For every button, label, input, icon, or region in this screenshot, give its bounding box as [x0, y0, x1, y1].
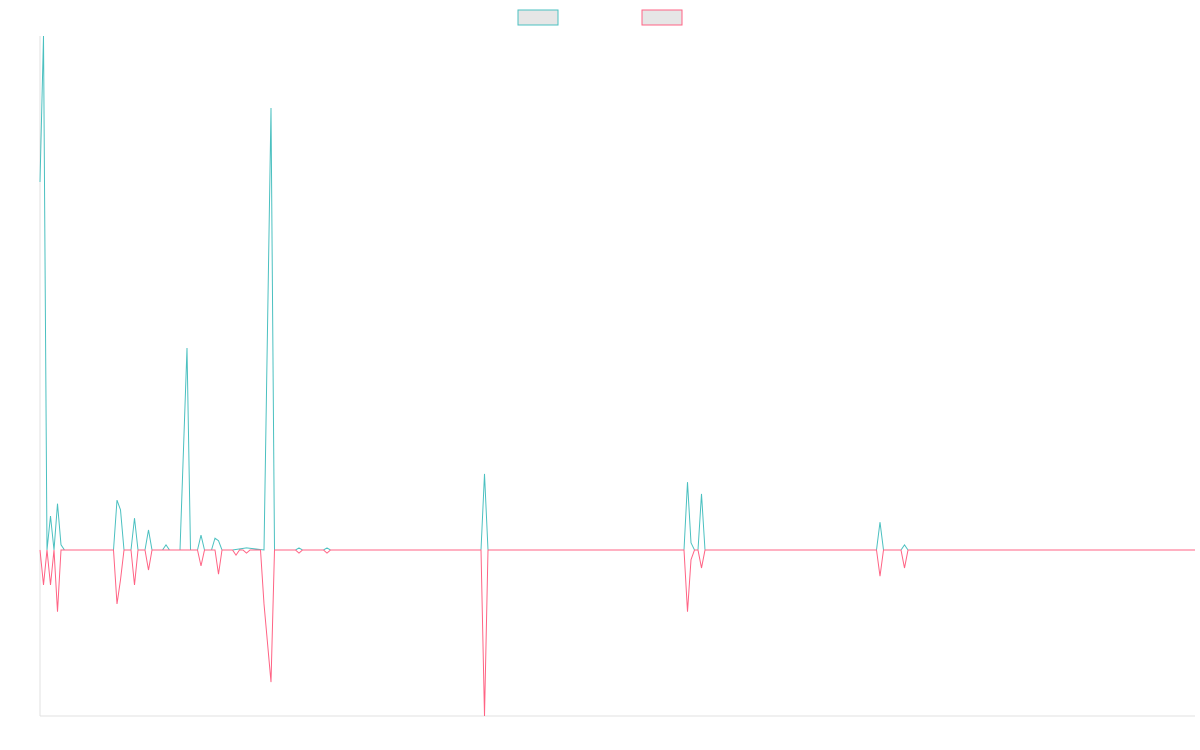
legend-swatch[interactable] [641, 9, 683, 26]
legend-swatch[interactable] [517, 9, 559, 26]
line [39, 35, 1195, 551]
line [39, 549, 1195, 717]
